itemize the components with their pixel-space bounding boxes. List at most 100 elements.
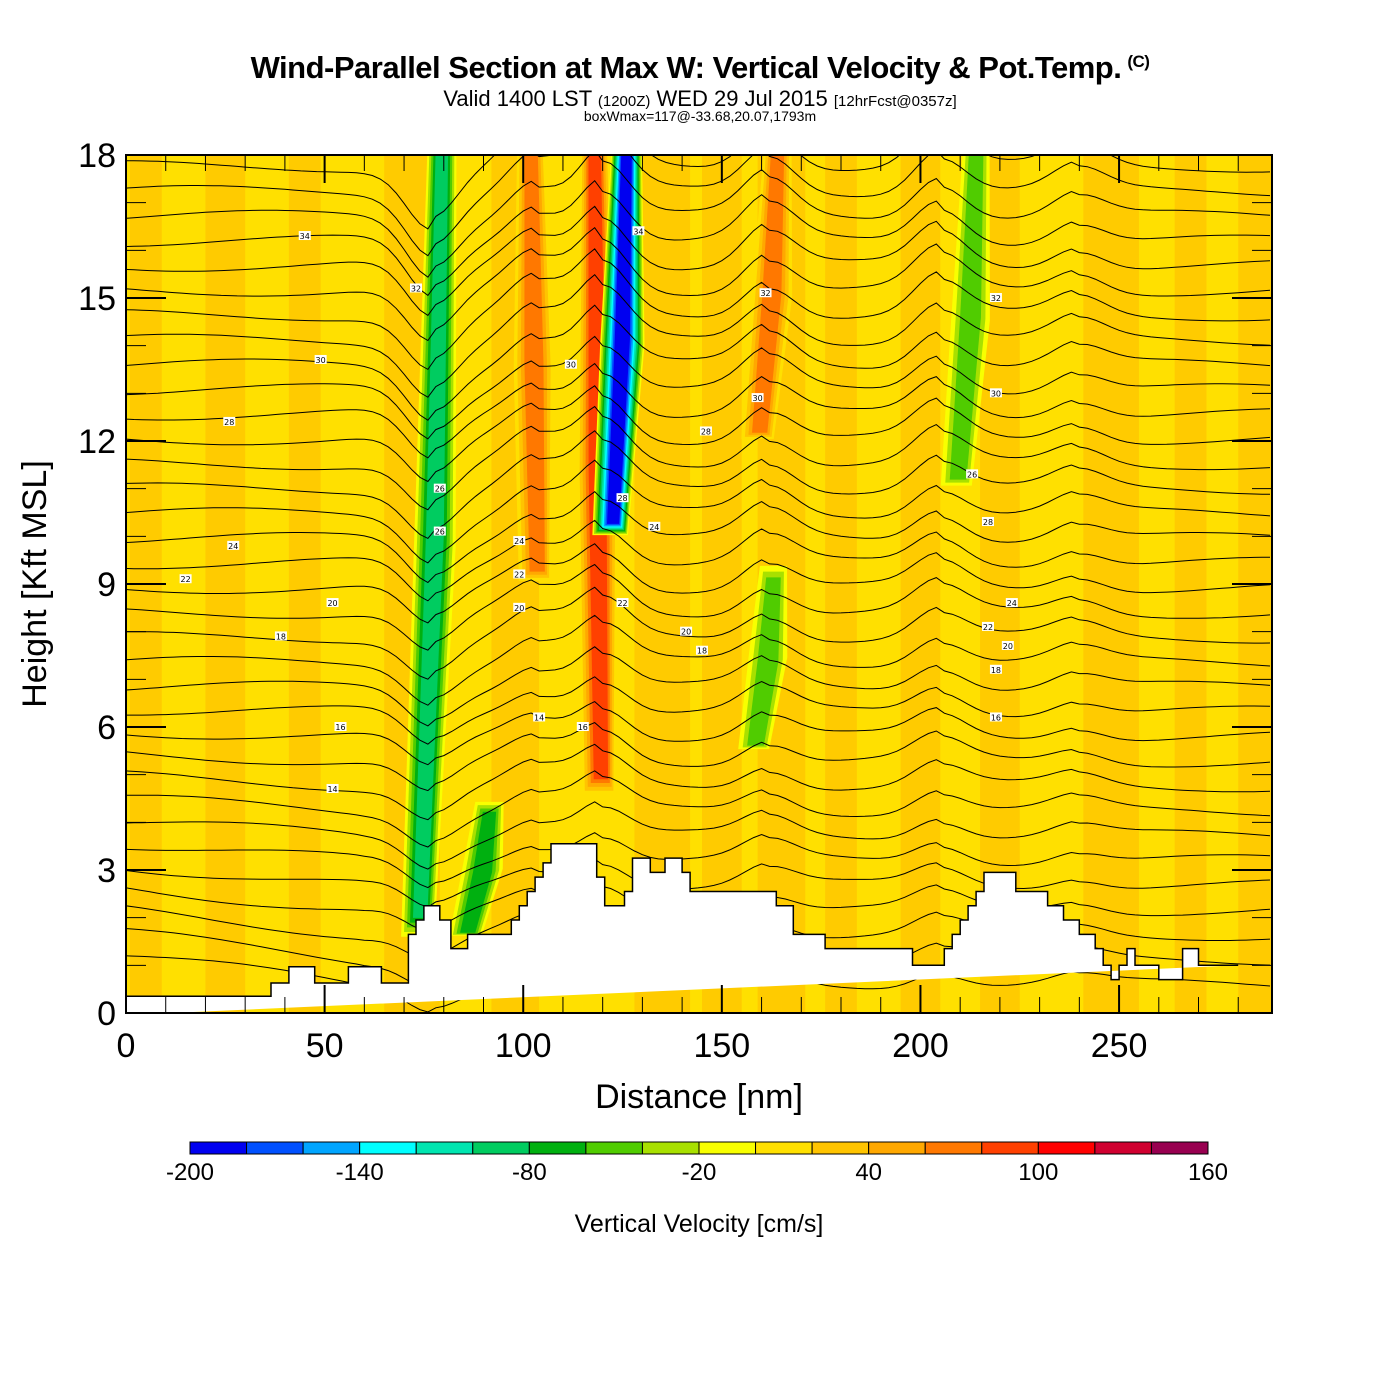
- contour-label: 30: [989, 388, 1002, 398]
- field-band: [1174, 155, 1207, 1013]
- contour-label-bg: [533, 712, 546, 722]
- colorbar-swatch: [1094, 1141, 1152, 1155]
- contour-label-text: 22: [514, 570, 524, 579]
- contour-label: 28: [981, 517, 994, 527]
- contour-label-text: 18: [991, 666, 1001, 675]
- theta-contour-line: [126, 543, 1271, 624]
- contour-label-bg: [989, 664, 1002, 674]
- colorbar: -200 -140 -80 -20 40 100 160: [166, 1141, 1228, 1186]
- colorbar-swatch: [698, 1141, 757, 1155]
- contour-label-text: 16: [991, 713, 1001, 722]
- x-tick-label: 100: [495, 1027, 552, 1065]
- contour-label: 22: [179, 574, 192, 584]
- colorbar-label: Vertical Velocity [cm/s]: [575, 1210, 824, 1238]
- colorbar-tick-label: 40: [855, 1159, 882, 1186]
- contour-label: 18: [989, 664, 1002, 675]
- contour-label: 32: [409, 283, 422, 293]
- contour-label-bg: [759, 288, 772, 298]
- contour-label: 22: [513, 569, 526, 579]
- contour-label: 18: [274, 631, 287, 641]
- velocity-region: [412, 155, 449, 918]
- contour-label-text: 16: [335, 723, 345, 732]
- contour-label-bg: [989, 712, 1002, 722]
- contour-label-text: 32: [760, 289, 770, 298]
- contour-label: 34: [298, 231, 311, 241]
- contour-label-text: 16: [578, 723, 588, 732]
- y-tick-label: 0: [97, 995, 116, 1033]
- contour-label: 20: [326, 598, 339, 608]
- contour-label-bg: [274, 631, 287, 641]
- theta-contour-line: [126, 858, 1271, 908]
- x-tick-label: 150: [693, 1027, 750, 1065]
- colorbar-swatch: [1150, 1141, 1209, 1155]
- colorbar-swatch: [924, 1141, 983, 1155]
- contour-label: 34: [632, 226, 645, 236]
- contour-label-bg: [989, 293, 1002, 302]
- colorbar-swatch: [302, 1141, 361, 1155]
- contour-label-bg: [326, 598, 339, 608]
- y-axis-label: Height [Kft MSL]: [16, 460, 54, 708]
- contour-label-bg: [314, 354, 327, 364]
- colorbar-swatch: [415, 1141, 474, 1155]
- contour-label: 26: [433, 483, 446, 494]
- contour-label: 30: [314, 354, 327, 365]
- colorbar-swatch: [1037, 1141, 1096, 1155]
- theta-contour-line: [126, 519, 1270, 602]
- theta-contour-line: [126, 155, 1271, 278]
- theta-contour-line: [126, 226, 1271, 342]
- contour-label: 24: [1005, 598, 1018, 608]
- contour-label-text: 20: [1003, 642, 1013, 651]
- field-band: [701, 155, 742, 1013]
- contour-label-text: 22: [617, 599, 627, 608]
- contour-label-bg: [648, 521, 661, 531]
- theta-contour-line: [126, 722, 1271, 792]
- contour-label: 16: [576, 722, 589, 732]
- contour-label-bg: [513, 569, 526, 579]
- colorbar-swatch: [528, 1141, 587, 1155]
- contour-label-text: 34: [633, 227, 643, 236]
- contour-label-text: 32: [991, 294, 1001, 303]
- theta-contour-line: [126, 491, 1271, 584]
- contour-label-text: 26: [967, 470, 977, 479]
- theta-contour-line: [126, 459, 1271, 564]
- terrain: [126, 843, 1239, 1013]
- contour-label: 20: [1001, 640, 1014, 651]
- contour-label-bg: [179, 574, 192, 584]
- x-tick-label: 50: [306, 1027, 344, 1065]
- contour-label-text: 26: [435, 485, 445, 494]
- contour-label-bg: [981, 517, 994, 527]
- contour-label-bg: [1005, 598, 1018, 608]
- contour-label-text: 28: [983, 518, 993, 527]
- theta-contour-line: [126, 179, 1271, 297]
- y-tick-label: 6: [97, 709, 116, 747]
- contour-label-text: 28: [617, 494, 627, 503]
- contour-label-text: 20: [514, 604, 524, 613]
- y-tick-label: 15: [78, 280, 116, 318]
- contour-label-text: 26: [435, 528, 445, 537]
- contour-label: 22: [981, 621, 994, 632]
- contour-label-bg: [966, 469, 979, 479]
- colorbar-tick-label: -140: [336, 1159, 384, 1186]
- forecast-info: [12hrFcst@0357z]: [833, 93, 957, 110]
- x-tick-label: 200: [892, 1027, 949, 1065]
- contour-label: 24: [227, 540, 240, 551]
- colorbar-swatch: [811, 1141, 870, 1155]
- contour-label: 20: [680, 626, 693, 637]
- contour-label-bg: [751, 393, 764, 403]
- contour-label: 26: [966, 469, 979, 479]
- contour-label-text: 14: [534, 713, 544, 722]
- theta-contour-line: [126, 646, 1271, 727]
- colorbar-swatch: [981, 1141, 1039, 1155]
- contour-label-bg: [981, 621, 994, 631]
- x-tick-label: 250: [1091, 1027, 1148, 1065]
- axes: 0 50 100 150 200 250 0 3 6 9 12 15 18: [78, 137, 1272, 1065]
- contour-label-text: 30: [566, 361, 576, 370]
- theta-contour-line: [126, 832, 1271, 889]
- colorbar-swatch: [359, 1141, 417, 1155]
- contour-label-text: 24: [649, 523, 659, 532]
- contour-label: 22: [616, 598, 629, 608]
- contour-label-bg: [576, 722, 589, 731]
- contour-label: 28: [223, 416, 236, 427]
- contour-label-bg: [433, 526, 446, 536]
- contour-label-bg: [564, 359, 577, 369]
